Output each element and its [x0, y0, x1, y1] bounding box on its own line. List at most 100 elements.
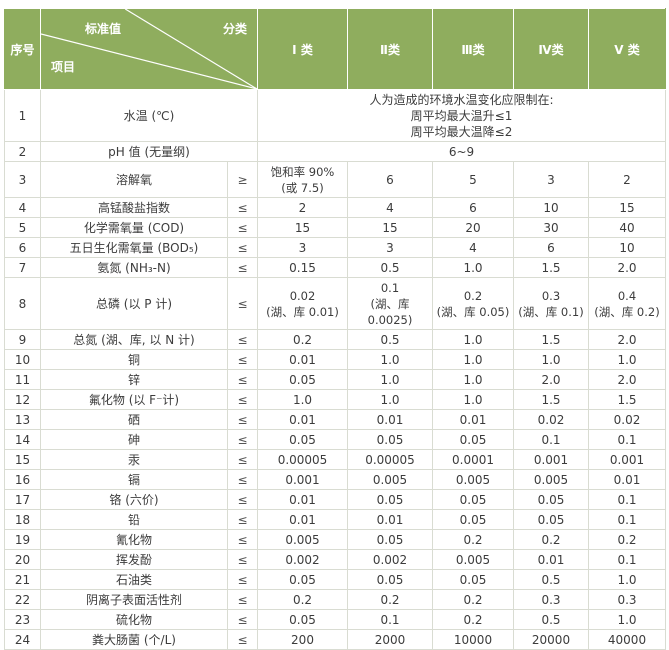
- class-1-value: 0.001: [257, 469, 348, 490]
- class-3-value: 0.2: [432, 609, 514, 630]
- class-2-value: 0.05: [347, 489, 433, 510]
- comparison-operator: ≥: [227, 161, 258, 198]
- class-5-value: 0.1: [588, 549, 666, 570]
- class-1-value: 0.01: [257, 509, 348, 530]
- table-row: 15 汞 ≤0.00005 0.00005 0.0001 0.001 0.001: [4, 449, 666, 470]
- comparison-operator: ≤: [227, 389, 258, 410]
- class-4-value: 0.01: [513, 549, 589, 570]
- class-1-value: 0.05: [257, 429, 348, 450]
- class-4-value: 0.005: [513, 469, 589, 490]
- comparison-operator: ≤: [227, 509, 258, 530]
- table-row: 11 锌 ≤0.05 1.0 1.0 2.0 2.0: [4, 369, 666, 390]
- class-1-value: 3: [257, 237, 348, 258]
- item-name: 镉: [40, 469, 228, 490]
- class-1-value: 0.05: [257, 569, 348, 590]
- table-row: 9 总氮 (湖、库, 以 N 计) ≤0.2 0.5 1.0 1.5 2.0: [4, 329, 666, 350]
- item-name: 五日生化需氧量 (BOD₅): [40, 237, 228, 258]
- class-4-value: 1.5: [513, 389, 589, 410]
- class-5-value: 1.0: [588, 349, 666, 370]
- comparison-operator: ≤: [227, 429, 258, 450]
- class-5-value: 2.0: [588, 257, 666, 278]
- table-row: 10 铜 ≤0.01 1.0 1.0 1.0 1.0: [4, 349, 666, 370]
- class-2-value: 4: [347, 197, 433, 218]
- item-name: 化学需氧量 (COD): [40, 217, 228, 238]
- class-4-value: 1.5: [513, 329, 589, 350]
- item-name: 砷: [40, 429, 228, 450]
- class-4-value: 0.05: [513, 489, 589, 510]
- header-classification-label: 分类: [222, 22, 247, 36]
- row-number: 1: [4, 89, 41, 142]
- class-3-value: 1.0: [432, 369, 514, 390]
- class-3-value: 20: [432, 217, 514, 238]
- class-3-value: 0.0001: [432, 449, 514, 470]
- table-row: 23 硫化物 ≤0.05 0.1 0.2 0.5 1.0: [4, 609, 666, 630]
- item-name: 铜: [40, 349, 228, 370]
- comparison-operator: ≤: [227, 237, 258, 258]
- item-name: pH 值 (无量纲): [40, 141, 258, 162]
- class-5-value: 1.5: [588, 389, 666, 410]
- item-name: 总氮 (湖、库, 以 N 计): [40, 329, 228, 350]
- item-name: 粪大肠菌 (个/L): [40, 629, 228, 650]
- class-3-value: 1.0: [432, 257, 514, 278]
- table-row: 6 五日生化需氧量 (BOD₅) ≤3 3 4 6 10: [4, 237, 666, 258]
- water-quality-standards-table: 序号 标准值 分类 项目 I 类 Ⅱ类 Ⅲ类 Ⅳ类 V 类 1 水温 (℃) 人为造…: [4, 8, 666, 650]
- item-name: 氨氮 (NH₃-N): [40, 257, 228, 278]
- header-class-3: Ⅲ类: [432, 8, 514, 90]
- class-1-value: 0.01: [257, 409, 348, 430]
- item-name: 挥发酚: [40, 549, 228, 570]
- class-2-value: 0.1 (湖、库 0.0025): [347, 277, 433, 330]
- class-1-value: 0.005: [257, 529, 348, 550]
- comparison-operator: ≤: [227, 217, 258, 238]
- class-2-value: 0.01: [347, 409, 433, 430]
- class-3-value: 0.01: [432, 409, 514, 430]
- row-number: 4: [4, 197, 41, 218]
- class-1-value: 0.01: [257, 349, 348, 370]
- row-number: 6: [4, 237, 41, 258]
- class-2-value: 0.1: [347, 609, 433, 630]
- class-5-value: 15: [588, 197, 666, 218]
- class-2-value: 6: [347, 161, 433, 198]
- row-number: 10: [4, 349, 41, 370]
- class-2-value: 0.5: [347, 329, 433, 350]
- row-number: 21: [4, 569, 41, 590]
- table-row: 22 阴离子表面活性剂 ≤0.2 0.2 0.2 0.3 0.3: [4, 589, 666, 610]
- class-5-value: 2.0: [588, 369, 666, 390]
- class-2-value: 3: [347, 237, 433, 258]
- table-row: 19 氰化物 ≤0.005 0.05 0.2 0.2 0.2: [4, 529, 666, 550]
- class-1-value: 0.002: [257, 549, 348, 570]
- class-5-value: 1.0: [588, 569, 666, 590]
- class-3-value: 0.2: [432, 589, 514, 610]
- table-row: 21 石油类 ≤0.05 0.05 0.05 0.5 1.0: [4, 569, 666, 590]
- class-3-value: 0.005: [432, 549, 514, 570]
- item-name: 硒: [40, 409, 228, 430]
- table-body: 1 水温 (℃) 人为造成的环境水温变化应限制在: 周平均最大温升≤1 周平均最大温…: [4, 89, 666, 650]
- class-5-value: 0.01: [588, 469, 666, 490]
- item-name: 溶解氧: [40, 161, 228, 198]
- comparison-operator: ≤: [227, 277, 258, 330]
- item-name: 氟化物 (以 F⁻计): [40, 389, 228, 410]
- class-1-value: 0.2: [257, 329, 348, 350]
- class-4-value: 6: [513, 237, 589, 258]
- comparison-operator: ≤: [227, 569, 258, 590]
- item-name: 铬 (六价): [40, 489, 228, 510]
- row-number: 9: [4, 329, 41, 350]
- class-2-value: 0.01: [347, 509, 433, 530]
- comparison-operator: ≤: [227, 329, 258, 350]
- class-3-value: 0.05: [432, 569, 514, 590]
- class-3-value: 4: [432, 237, 514, 258]
- table-header: 序号 标准值 分类 项目 I 类 Ⅱ类 Ⅲ类 Ⅳ类 V 类: [4, 8, 666, 90]
- comparison-operator: ≤: [227, 449, 258, 470]
- class-1-value: 0.15: [257, 257, 348, 278]
- class-5-value: 2.0: [588, 329, 666, 350]
- class-1-value: 0.05: [257, 369, 348, 390]
- class-2-value: 0.05: [347, 569, 433, 590]
- table-row: 14 砷 ≤0.05 0.05 0.05 0.1 0.1: [4, 429, 666, 450]
- row-number: 11: [4, 369, 41, 390]
- row-number: 19: [4, 529, 41, 550]
- class-1-value: 0.00005: [257, 449, 348, 470]
- class-5-value: 0.2: [588, 529, 666, 550]
- class-4-value: 1.0: [513, 349, 589, 370]
- merged-standard-value: 人为造成的环境水温变化应限制在: 周平均最大温升≤1 周平均最大温降≤2: [257, 89, 666, 142]
- class-4-value: 0.5: [513, 609, 589, 630]
- row-number: 5: [4, 217, 41, 238]
